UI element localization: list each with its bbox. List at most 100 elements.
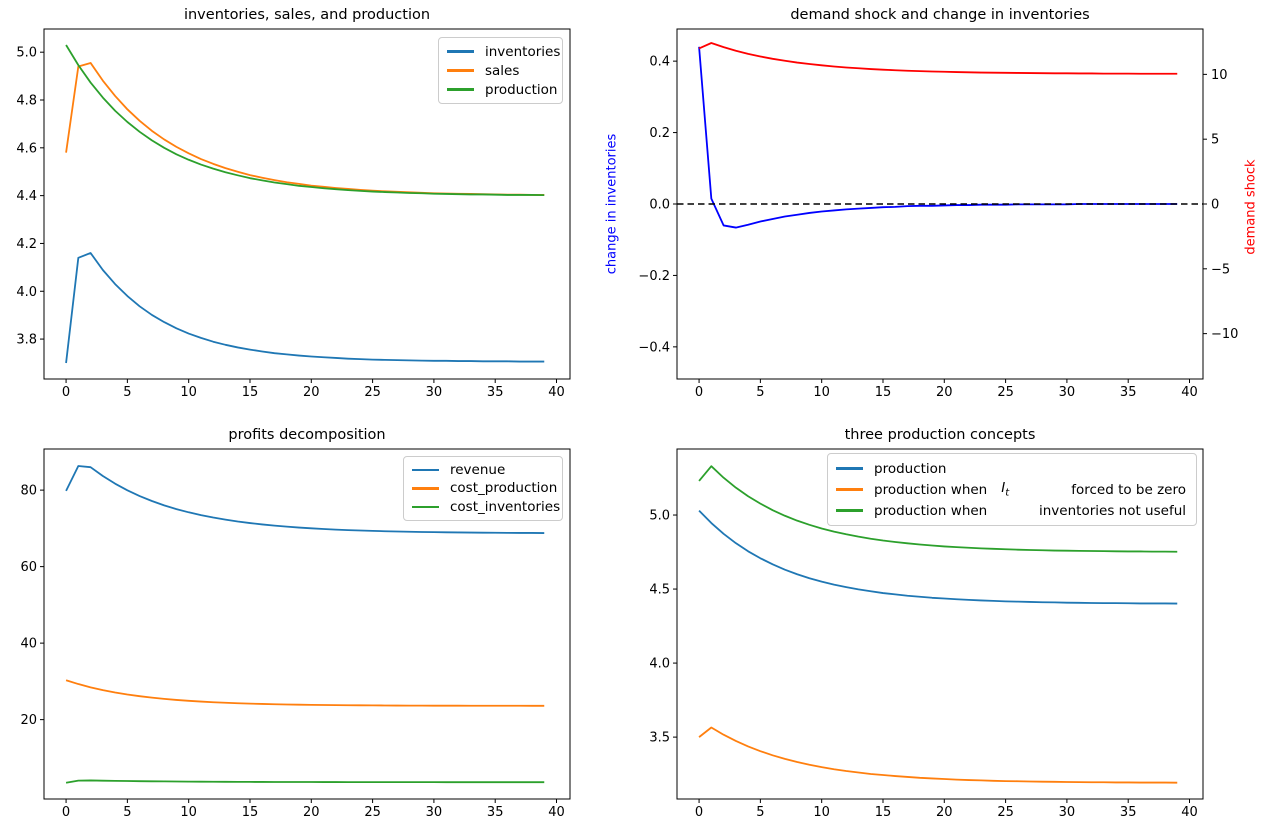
top-right-right-y-tick-label: −10 bbox=[1211, 327, 1238, 342]
bottom-right-series-line-production-when-inventories-not-useful bbox=[698, 465, 1178, 553]
top-left-x-tick-label: 5 bbox=[123, 385, 131, 400]
top-right-x-tick-label: 5 bbox=[756, 385, 764, 400]
bottom-left-x-tick-label: 20 bbox=[303, 805, 320, 820]
top-right-x-tick-label: 10 bbox=[813, 385, 830, 400]
top-left-x-tick-label: 0 bbox=[62, 385, 70, 400]
subplot-title-demand-shock: demand shock and change in inventories bbox=[790, 7, 1090, 23]
top-right-x-tick-label: 15 bbox=[875, 385, 892, 400]
top-left-y-tick-label: 3.8 bbox=[16, 333, 37, 348]
bottom-left-legend-item: cost_production bbox=[412, 479, 558, 497]
bottom-right-legend: production production when It forced to be … bbox=[827, 453, 1197, 526]
bottom-right-legend-item: production bbox=[836, 458, 1188, 479]
legend-item-label: inventories bbox=[485, 43, 561, 60]
top-right-x-tick-label: 35 bbox=[1120, 385, 1137, 400]
bottom-left-x-tick-label: 30 bbox=[426, 805, 443, 820]
top-right-y-tick-label: −0.2 bbox=[638, 269, 670, 284]
bottom-left-series-line-revenue bbox=[65, 465, 545, 534]
top-right-right-y-tick-label: 0 bbox=[1211, 198, 1219, 213]
bottom-left-x-tick-label: 5 bbox=[123, 805, 131, 820]
top-right-y-tick-label: −0.4 bbox=[638, 340, 670, 355]
bottom-right-x-tick-label: 10 bbox=[813, 805, 830, 820]
bottom-right-x-tick-label: 35 bbox=[1120, 805, 1137, 820]
bottom-left-y-tick-label: 80 bbox=[20, 484, 37, 499]
bottom-right-y-tick-label: 3.5 bbox=[649, 731, 670, 746]
top-left-x-tick-label: 40 bbox=[548, 385, 565, 400]
top-left-x-tick-label: 25 bbox=[364, 385, 381, 400]
top-left-x-tick-label: 10 bbox=[180, 385, 197, 400]
top-left-series-line-inventories bbox=[65, 252, 545, 364]
subplot-title-inventories-sales-production: inventories, sales, and production bbox=[183, 7, 431, 23]
legend-item-label: production bbox=[485, 81, 558, 98]
top-right-y-tick-label: 0.2 bbox=[649, 126, 670, 141]
bottom-right-x-tick-label: 25 bbox=[997, 805, 1014, 820]
legend-line-swatch bbox=[836, 467, 863, 470]
bottom-left-x-tick-label: 0 bbox=[62, 805, 70, 820]
top-left-legend-item: production bbox=[447, 80, 558, 99]
top-left-legend-item: sales bbox=[447, 61, 554, 80]
top-right-y-tick-label: 0.4 bbox=[649, 55, 670, 70]
bottom-right-x-tick-label: 40 bbox=[1181, 805, 1198, 820]
bottom-right-x-tick-label: 0 bbox=[695, 805, 703, 820]
top-right-series-line-demand-shock bbox=[698, 42, 1178, 75]
bottom-left-x-tick-label: 25 bbox=[364, 805, 381, 820]
top-right-x-tick-label: 0 bbox=[695, 385, 703, 400]
top-left-y-tick-label: 4.8 bbox=[16, 94, 37, 109]
bottom-right-x-tick-label: 15 bbox=[875, 805, 892, 820]
legend-item-label: production bbox=[874, 460, 947, 477]
legend-item-label-right: inventories not useful bbox=[1039, 502, 1186, 519]
top-left-axes-frame bbox=[43, 28, 571, 380]
top-left-legend-item: inventories bbox=[447, 42, 560, 61]
bottom-left-series-line-cost-production bbox=[65, 679, 545, 707]
top-left-x-tick-label: 30 bbox=[426, 385, 443, 400]
top-left-y-tick-label: 5.0 bbox=[16, 46, 37, 61]
bottom-left-x-tick-label: 40 bbox=[548, 805, 565, 820]
legend-line-swatch bbox=[412, 468, 439, 472]
legend-line-swatch bbox=[836, 488, 863, 491]
bottom-left-axes-frame bbox=[43, 448, 571, 800]
legend-item-label: revenue bbox=[450, 462, 506, 479]
top-left-x-tick-label: 20 bbox=[303, 385, 320, 400]
bottom-left-series-line-cost-inventories bbox=[65, 779, 545, 784]
subplot-title-profits-decomposition: profits decomposition bbox=[228, 427, 386, 443]
ylabel-change-in-inventories: change in inventories bbox=[604, 133, 620, 275]
legend-line-swatch bbox=[836, 509, 863, 512]
bottom-left-x-tick-label: 35 bbox=[487, 805, 504, 820]
top-right-right-y-tick-label: 10 bbox=[1211, 68, 1228, 83]
legend-item-label: cost_production bbox=[450, 480, 558, 497]
bottom-right-x-tick-label: 20 bbox=[936, 805, 953, 820]
bottom-left-x-tick-label: 10 bbox=[180, 805, 197, 820]
bottom-left-x-tick-label: 15 bbox=[242, 805, 259, 820]
top-right-right-y-tick-label: 5 bbox=[1211, 133, 1219, 148]
legend-item-label: production when bbox=[874, 481, 988, 498]
bottom-right-legend-item: production when inventories not useful bbox=[836, 500, 1188, 521]
bottom-right-y-tick-label: 5.0 bbox=[649, 509, 670, 524]
top-left-legend: inventories sales production bbox=[438, 37, 563, 104]
legend-line-swatch bbox=[412, 505, 439, 509]
top-left-x-tick-label: 15 bbox=[242, 385, 259, 400]
bottom-right-series-line-production bbox=[698, 509, 1178, 605]
top-left-y-tick-label: 4.0 bbox=[16, 285, 37, 300]
subplot-title-three-production-concepts: three production concepts bbox=[844, 427, 1036, 443]
legend-item-label: sales bbox=[485, 62, 520, 79]
legend-line-swatch bbox=[447, 88, 474, 91]
top-right-x-tick-label: 40 bbox=[1181, 385, 1198, 400]
top-right-x-tick-label: 25 bbox=[997, 385, 1014, 400]
bottom-right-x-tick-label: 30 bbox=[1059, 805, 1076, 820]
legend-line-swatch bbox=[447, 69, 474, 72]
top-left-x-tick-label: 35 bbox=[487, 385, 504, 400]
bottom-left-legend-item: revenue bbox=[412, 461, 554, 479]
top-right-right-y-tick-label: −5 bbox=[1211, 262, 1230, 277]
legend-item-label: cost_inventories bbox=[450, 498, 561, 515]
top-right-y-tick-label: 0.0 bbox=[649, 198, 670, 213]
bottom-left-y-tick-label: 60 bbox=[20, 560, 37, 575]
bottom-right-y-tick-label: 4.0 bbox=[649, 657, 670, 672]
bottom-right-series-line-production-when-i-t-forced-to-be-zero bbox=[698, 726, 1178, 784]
top-left-series-line-production bbox=[65, 44, 545, 197]
bottom-right-y-tick-label: 4.5 bbox=[649, 583, 670, 598]
top-right-x-tick-label: 20 bbox=[936, 385, 953, 400]
top-left-y-tick-label: 4.2 bbox=[16, 237, 37, 252]
legend-item-label-right: forced to be zero bbox=[1071, 481, 1186, 498]
ylabel-demand-shock: demand shock bbox=[1243, 159, 1259, 255]
